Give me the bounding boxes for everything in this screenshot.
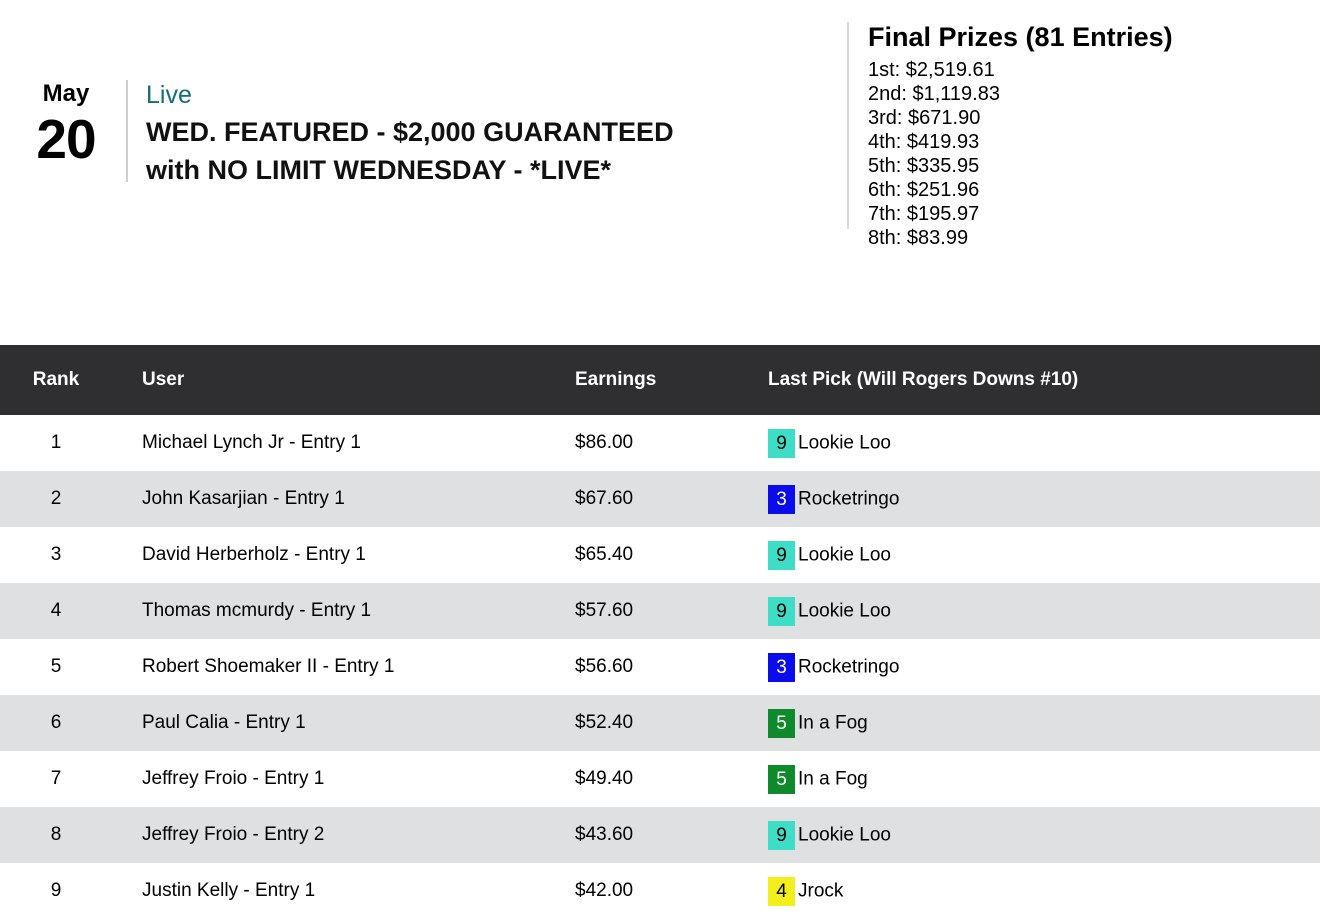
earnings-cell: $57.60	[575, 600, 634, 621]
prize-line-6th: 6th: $251.96	[868, 179, 980, 201]
earnings-cell: $52.40	[575, 712, 634, 733]
pick-name: Lookie Loo	[798, 824, 891, 845]
prize-line-2nd: 2nd: $1,119.83	[868, 83, 1000, 105]
earnings-cell: $65.40	[575, 544, 634, 565]
date-divider	[126, 80, 128, 182]
last-pick-cell: 9 Lookie Loo	[738, 807, 1320, 863]
pick-name: Lookie Loo	[798, 432, 891, 453]
header-rank: Rank	[0, 345, 112, 415]
last-pick-cell: 4 Jrock	[738, 863, 1320, 919]
rank-cell: 6	[50, 712, 62, 733]
rank-cell: 8	[50, 824, 62, 845]
table-row: 1 Michael Lynch Jr - Entry 1 $86.00 9 Loo…	[0, 415, 1320, 471]
rank-cell: 9	[50, 880, 62, 901]
table-row: 8 Jeffrey Froio - Entry 2 $43.60 9 Lookie…	[0, 807, 1320, 863]
last-pick-cell: 5 In a Fog	[738, 751, 1320, 807]
user-cell: Paul Calia - Entry 1	[142, 712, 306, 733]
last-pick-cell: 3 Rocketringo	[738, 639, 1320, 695]
rank-cell: 7	[50, 768, 62, 789]
pick-number-badge: 3	[768, 652, 795, 682]
pick-name: Lookie Loo	[798, 600, 891, 621]
rank-cell: 5	[50, 656, 62, 677]
leaderboard-body: 1 Michael Lynch Jr - Entry 1 $86.00 9 Loo…	[0, 415, 1320, 919]
rank-cell: 4	[50, 600, 62, 621]
user-cell: Jeffrey Froio - Entry 2	[142, 824, 325, 845]
earnings-cell: $43.60	[575, 824, 634, 845]
table-row: 2 John Kasarjian - Entry 1 $67.60 3 Rocke…	[0, 471, 1320, 527]
prize-line-4th: 4th: $419.93	[868, 131, 980, 153]
table-row: 3 David Herberholz - Entry 1 $65.40 9 Loo…	[0, 527, 1320, 583]
event-title: WED. FEATURED - $2,000 GUARANTEED with NO…	[146, 113, 674, 189]
prizes-heading: Final Prizes (81 Entries)	[868, 22, 1173, 52]
pick-name: Rocketringo	[798, 488, 900, 509]
leaderboard-table: Rank User Earnings Last Pick (Will Roger…	[0, 345, 1320, 919]
pick-number-badge: 9	[768, 596, 795, 626]
rank-cell: 3	[50, 544, 62, 565]
pick-name: In a Fog	[798, 768, 868, 789]
prize-line-7th: 7th: $195.97	[868, 203, 980, 225]
header-earnings: Earnings	[545, 345, 738, 415]
earnings-cell: $67.60	[575, 488, 634, 509]
event-date-day: 20	[36, 108, 96, 170]
last-pick-cell: 9 Lookie Loo	[738, 415, 1320, 471]
event-title-line1: WED. FEATURED - $2,000 GUARANTEED	[146, 117, 674, 147]
event-date-month: May	[42, 80, 90, 107]
earnings-cell: $49.40	[575, 768, 634, 789]
pick-number-badge: 5	[768, 708, 795, 738]
user-cell: John Kasarjian - Entry 1	[142, 488, 345, 509]
prizes-divider	[847, 22, 849, 229]
earnings-cell: $42.00	[575, 880, 634, 901]
table-row: 5 Robert Shoemaker II - Entry 1 $56.60 3…	[0, 639, 1320, 695]
rank-cell: 2	[50, 488, 62, 509]
live-status-label: Live	[146, 81, 192, 109]
pick-number-badge: 9	[768, 820, 795, 850]
prize-line-8th: 8th: $83.99	[868, 227, 969, 249]
user-cell: Thomas mcmurdy - Entry 1	[142, 600, 372, 621]
user-cell: Jeffrey Froio - Entry 1	[142, 768, 325, 789]
user-cell: David Herberholz - Entry 1	[142, 544, 366, 565]
header-last-pick: Last Pick (Will Rogers Downs #10)	[738, 345, 1320, 415]
rank-cell: 1	[50, 432, 62, 453]
user-cell: Robert Shoemaker II - Entry 1	[142, 656, 395, 677]
last-pick-cell: 5 In a Fog	[738, 695, 1320, 751]
pick-number-badge: 5	[768, 764, 795, 794]
prize-line-1st: 1st: $2,519.61	[868, 59, 995, 81]
pick-number-badge: 4	[768, 876, 795, 906]
event-title-line2: with NO LIMIT WEDNESDAY - *LIVE*	[146, 155, 612, 185]
earnings-cell: $56.60	[575, 656, 634, 677]
table-row: 4 Thomas mcmurdy - Entry 1 $57.60 9 Looki…	[0, 583, 1320, 639]
earnings-cell: $86.00	[575, 432, 634, 453]
pick-name: Rocketringo	[798, 656, 900, 677]
last-pick-cell: 3 Rocketringo	[738, 471, 1320, 527]
event-info: Live WED. FEATURED - $2,000 GUARANTEED wi…	[146, 80, 674, 189]
table-row: 7 Jeffrey Froio - Entry 1 $49.40 5 In a F…	[0, 751, 1320, 807]
pick-name: Lookie Loo	[798, 544, 891, 565]
event-date: May 20	[25, 80, 107, 168]
prizes-panel: Final Prizes (81 Entries) 1st: $2,519.61…	[868, 20, 1173, 250]
table-row: 9 Justin Kelly - Entry 1 $42.00 4 Jrock	[0, 863, 1320, 919]
pick-number-badge: 3	[768, 484, 795, 514]
prize-line-5th: 5th: $335.95	[868, 155, 980, 177]
user-cell: Justin Kelly - Entry 1	[142, 880, 316, 901]
pick-name: Jrock	[798, 880, 844, 901]
pick-number-badge: 9	[768, 428, 795, 458]
last-pick-cell: 9 Lookie Loo	[738, 583, 1320, 639]
table-row: 6 Paul Calia - Entry 1 $52.40 5 In a Fog	[0, 695, 1320, 751]
pick-name: In a Fog	[798, 712, 868, 733]
user-cell: Michael Lynch Jr - Entry 1	[142, 432, 361, 453]
header-user: User	[112, 345, 545, 415]
header-row: Rank User Earnings Last Pick (Will Roger…	[0, 345, 1320, 415]
prize-line-3rd: 3rd: $671.90	[868, 107, 981, 129]
leaderboard-header: Rank User Earnings Last Pick (Will Roger…	[0, 345, 1320, 415]
last-pick-cell: 9 Lookie Loo	[738, 527, 1320, 583]
pick-number-badge: 9	[768, 540, 795, 570]
